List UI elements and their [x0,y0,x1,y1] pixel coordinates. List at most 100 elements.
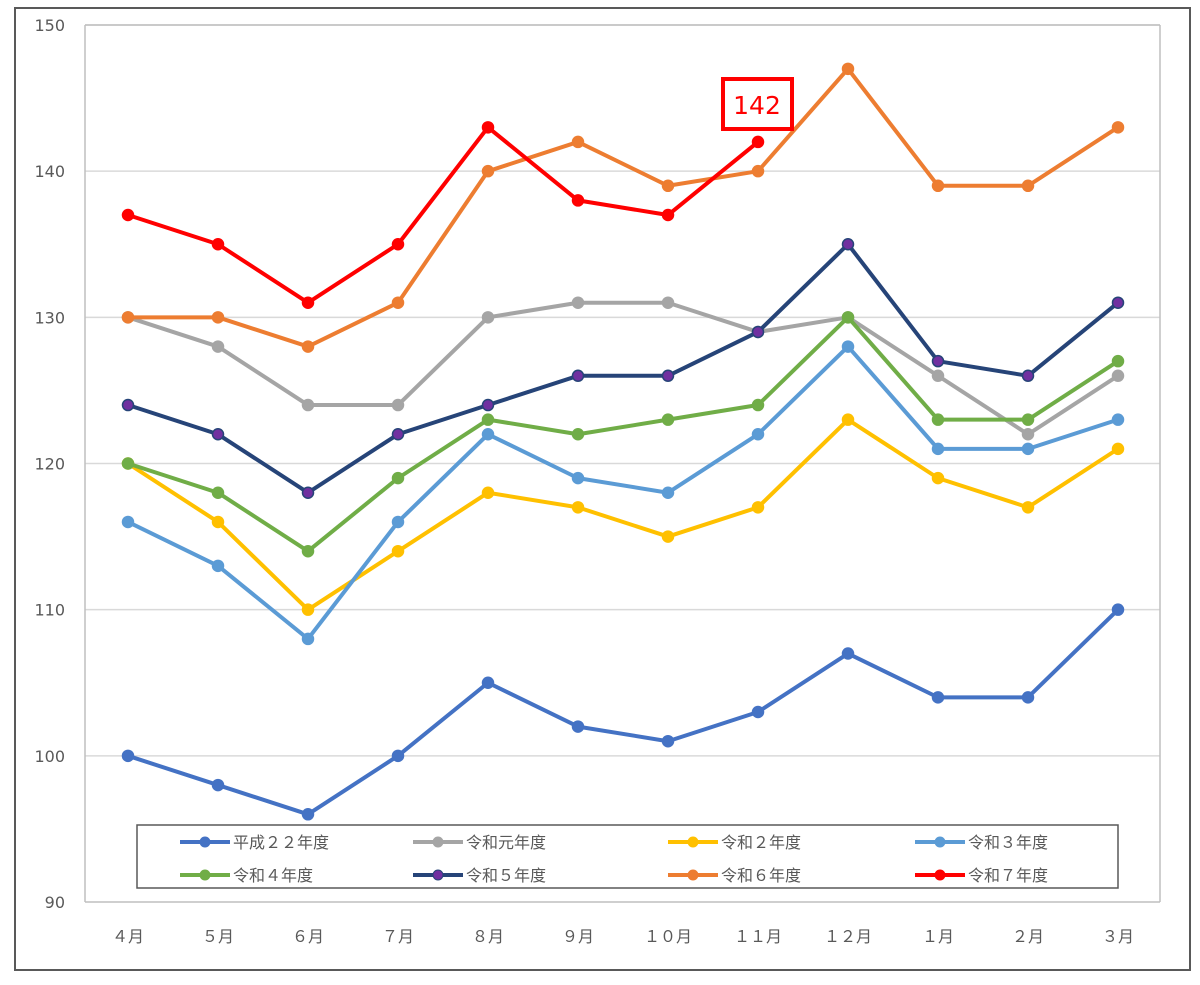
data-point [1111,121,1125,134]
data-point [931,471,945,485]
data-point [481,398,495,412]
data-point [1021,369,1035,383]
data-point [661,734,675,748]
data-point [301,808,315,821]
data-point [931,354,945,368]
data-point [1021,501,1035,514]
data-point [211,311,225,324]
data-point [391,749,405,763]
data-point [391,398,405,412]
data-point [751,501,765,514]
data-point [571,428,585,441]
data-point [841,340,855,353]
data-point [841,238,855,251]
x-tick-label: １１月 [734,927,782,946]
data-point [841,311,855,324]
data-point [571,296,585,309]
data-point [931,369,945,383]
legend-label: 令和３年度 [968,833,1048,852]
series-4 [121,311,1125,558]
x-tick-label: ９月 [562,927,594,946]
data-point [931,442,945,456]
data-point [571,194,585,207]
data-point [661,179,675,193]
data-point [661,413,675,426]
data-point [661,208,675,222]
legend-marker [432,836,444,848]
series-7 [121,121,765,309]
legend-marker [432,869,444,881]
data-point [661,296,675,309]
data-point [481,676,495,689]
data-point [211,778,225,792]
data-point [121,749,135,763]
y-tick-label: 100 [34,747,65,766]
legend-box [136,824,1119,889]
data-point [481,121,495,134]
x-tick-label: １０月 [644,927,692,946]
legend-item: 令和元年度 [413,833,546,852]
data-point [1111,413,1125,426]
data-point [1021,428,1035,441]
data-point [1111,354,1125,368]
x-tick-label: １２月 [824,927,872,946]
data-point [841,413,855,426]
data-point [481,428,495,441]
data-point [841,62,855,76]
data-point [121,457,135,470]
data-point [121,311,135,324]
data-point [301,398,315,412]
data-point [751,164,765,178]
legend-label: 令和５年度 [466,866,546,885]
series-5 [121,238,1125,499]
legend-marker [199,869,211,881]
data-point [301,296,315,309]
data-point [391,471,405,485]
data-point [1021,179,1035,193]
data-point [301,603,315,616]
data-point [931,691,945,704]
data-point [1111,369,1125,383]
series-3 [121,340,1125,646]
data-point [1111,296,1125,309]
data-point [751,428,765,441]
data-point [121,515,135,529]
annotation-label: 142 [733,91,781,120]
series-line [127,125,760,305]
legend-marker [687,869,699,881]
data-point [571,369,585,383]
series-line [127,242,1120,495]
data-point [301,486,315,499]
data-point [841,647,855,660]
data-point [931,179,945,193]
series-2 [121,413,1125,616]
y-tick-label: 150 [34,16,65,35]
data-point [1021,691,1035,704]
legend-item: 令和７年度 [915,866,1048,885]
data-point [481,164,495,178]
legend-marker [199,836,211,848]
legend-marker [934,836,946,848]
legend-item: 令和４年度 [180,866,313,885]
series-line [127,608,1120,817]
legend-marker [687,836,699,848]
data-point [391,515,405,529]
data-point [301,632,315,646]
x-tick-label: ２月 [1012,927,1044,946]
data-point [481,486,495,499]
legend-label: 令和７年度 [968,866,1048,885]
series-6 [121,62,1125,353]
series-line [128,66,1120,349]
y-tick-label: 110 [34,601,65,620]
data-point [391,296,405,309]
data-point [391,428,405,441]
data-point [661,486,675,499]
data-point [751,398,765,412]
data-point [211,515,225,529]
data-point [751,325,765,339]
legend-label: 令和４年度 [233,866,313,885]
data-point [931,413,945,426]
data-point [571,135,585,149]
data-point [571,501,585,514]
